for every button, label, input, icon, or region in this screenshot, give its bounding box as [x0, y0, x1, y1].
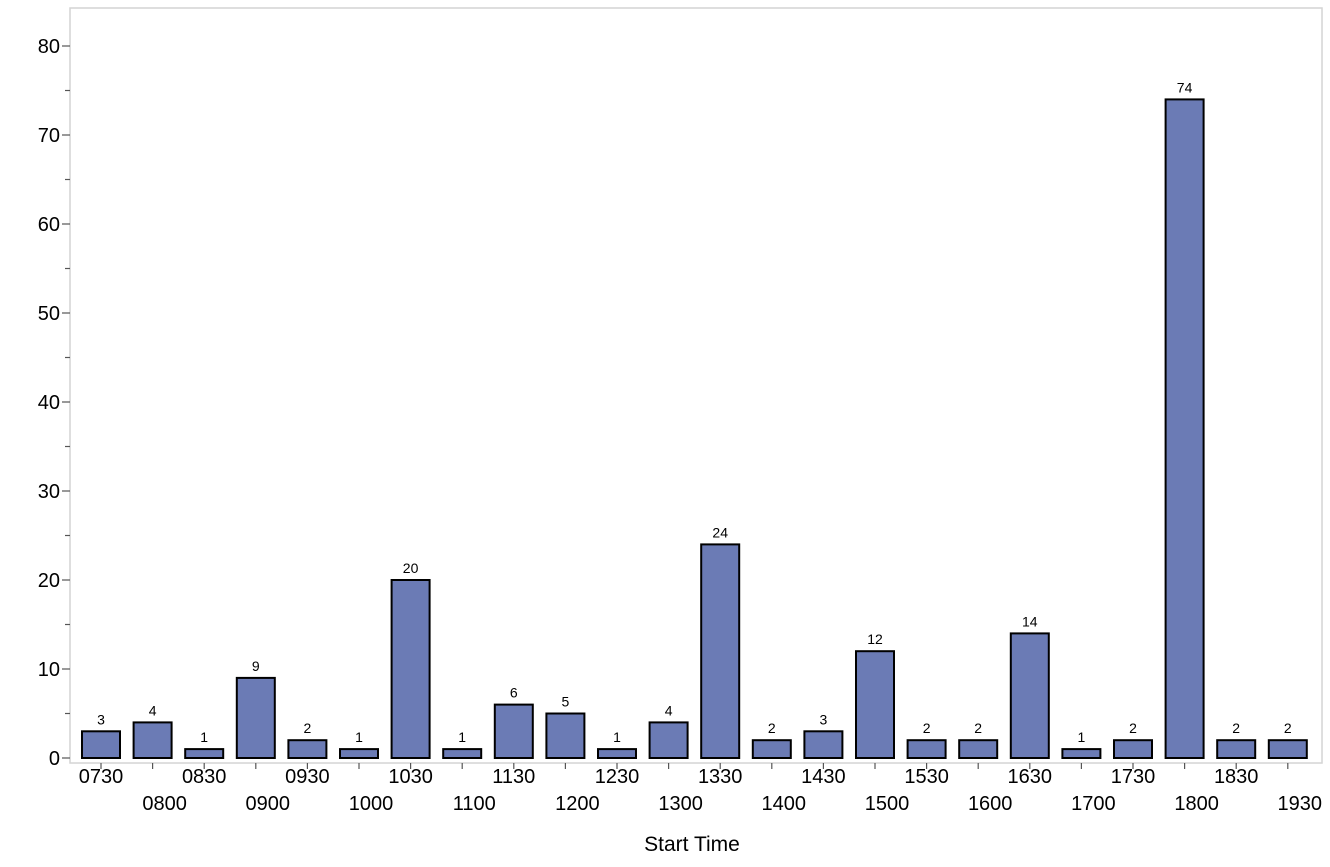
data-label-1200: 5 [562, 694, 570, 710]
y-tick-label: 20 [38, 570, 60, 592]
bars-group [81, 98, 1308, 760]
data-label-1700: 1 [1078, 729, 1086, 745]
y-tick-label: 70 [38, 125, 60, 147]
x-tick-label-1030: 1030 [388, 766, 433, 788]
bar-1130 [493, 703, 534, 759]
x-tick-label-0800: 0800 [142, 793, 187, 815]
x-tick-label-0900: 0900 [246, 793, 291, 815]
x-axis: 0730 0800 0830 0900 0930 1000 1030 1100 1130 1200… [79, 763, 1322, 815]
x-tick-label-1430: 1430 [801, 766, 846, 788]
x-tick-label-1300: 1300 [658, 793, 703, 815]
x-tick-label-1830: 1830 [1214, 766, 1259, 788]
data-label-1600: 2 [974, 720, 982, 736]
data-label-1530: 2 [923, 720, 931, 736]
data-label-1730: 2 [1129, 720, 1137, 736]
x-tick-label-1230: 1230 [595, 766, 640, 788]
bar-0800 [132, 721, 173, 760]
data-label-1800: 74 [1177, 79, 1193, 95]
x-tick-label-1600: 1600 [968, 793, 1013, 815]
x-tick-label-1200: 1200 [555, 793, 600, 815]
data-label-0800: 4 [149, 702, 157, 718]
data-label-1930: 2 [1284, 720, 1292, 736]
y-tick-label: 30 [38, 481, 60, 503]
data-label-0930: 2 [304, 720, 312, 736]
data-label-0730: 3 [97, 711, 105, 727]
bar-1200 [545, 712, 586, 759]
data-label-1430: 3 [820, 711, 828, 727]
bar-1230 [597, 748, 637, 759]
data-label-1100: 1 [458, 729, 466, 745]
y-axis: 0 10 20 30 40 50 60 70 80 [38, 36, 70, 770]
x-tick-label-1630: 1630 [1008, 766, 1053, 788]
y-tick-label: 0 [49, 748, 60, 770]
bar-1400 [751, 739, 792, 760]
data-label-1500: 12 [867, 631, 883, 647]
plot-frame [69, 7, 1323, 764]
y-tick-label: 40 [38, 392, 60, 414]
data-label-1830: 2 [1232, 720, 1240, 736]
y-tick-label: 80 [38, 36, 60, 58]
bar-1600 [958, 739, 999, 760]
x-tick-label-1530: 1530 [904, 766, 949, 788]
data-label-0830: 1 [200, 729, 208, 745]
x-tick-label-1500: 1500 [865, 793, 910, 815]
x-tick-label-1130: 1130 [492, 766, 535, 788]
data-label-1000: 1 [355, 729, 363, 745]
x-tick-label-1400: 1400 [762, 793, 807, 815]
bar-1500 [855, 650, 895, 760]
x-tick-label-1800: 1800 [1174, 793, 1219, 815]
data-label-1130: 6 [510, 685, 518, 701]
x-tick-label-0730: 0730 [79, 766, 124, 788]
x-tick-label-1100: 1100 [453, 793, 496, 815]
bar-1530 [906, 739, 947, 760]
bar-0900 [235, 676, 276, 760]
x-tick-label-1330: 1330 [698, 766, 743, 788]
x-axis-title: Start Time [644, 833, 740, 856]
data-label-1330: 24 [712, 524, 728, 540]
bar-1830 [1216, 739, 1257, 760]
bar-1730 [1113, 739, 1153, 760]
x-tick-label-1730: 1730 [1111, 766, 1156, 788]
bar-1330 [700, 543, 741, 760]
bar-1030 [390, 579, 431, 759]
data-label-1030: 20 [403, 560, 419, 576]
bar-0930 [287, 739, 328, 760]
y-tick-label: 10 [38, 659, 60, 681]
bar-1100 [442, 748, 483, 759]
bar-1800 [1164, 98, 1205, 759]
bar-0830 [184, 748, 225, 759]
data-label-1300: 4 [665, 702, 673, 718]
x-tick-label-1930: 1930 [1278, 793, 1323, 815]
x-tick-label-1000: 1000 [349, 793, 394, 815]
y-tick-label: 50 [38, 303, 60, 325]
bar-1630 [1009, 632, 1050, 760]
bar-1930 [1267, 739, 1308, 760]
bar-1700 [1061, 748, 1102, 759]
bar-1300 [648, 721, 689, 760]
x-tick-label-0830: 0830 [182, 766, 227, 788]
bar-1000 [339, 748, 379, 759]
x-tick-label-0930: 0930 [285, 766, 330, 788]
data-label-1230: 1 [613, 729, 621, 745]
data-label-0900: 9 [252, 658, 260, 674]
x-tick-label-1700: 1700 [1071, 793, 1116, 815]
data-label-1630: 14 [1022, 613, 1038, 629]
y-tick-label: 60 [38, 214, 60, 236]
data-label-1400: 2 [768, 720, 776, 736]
bar-0730 [81, 730, 121, 759]
bar-1430 [803, 730, 844, 759]
